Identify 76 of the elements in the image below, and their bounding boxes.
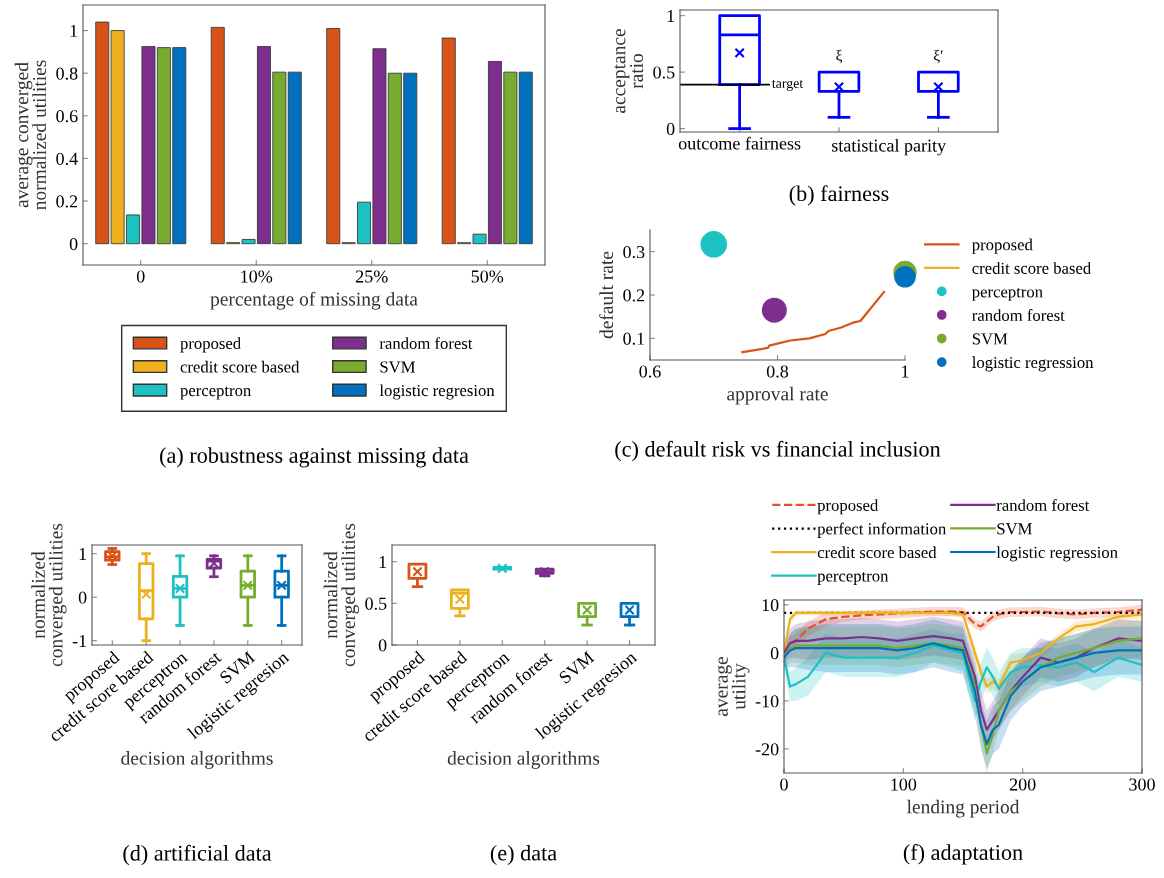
x-tick-label: 100 [891, 778, 917, 791]
x-axis-title: decision algorithms [447, 751, 600, 769]
x-tick-label: 25% [356, 270, 388, 283]
y-tick-label: 0.2 [623, 289, 645, 302]
x-axis-title: decision algorithms [121, 751, 273, 769]
line-series [784, 634, 1142, 731]
legend-label: logistic regresion [379, 384, 495, 400]
y-tick-label: 0.6 [56, 110, 78, 123]
legend-label: random forest [972, 309, 1065, 321]
legend-label: logistic regression [972, 356, 1094, 372]
y-axis-title: average utility [717, 656, 750, 717]
x-tick-label: 0 [136, 270, 145, 283]
legend-label: proposed [180, 337, 241, 353]
legend-label: proposed [972, 238, 1033, 254]
y-tick-label: 0.1 [623, 332, 645, 345]
x-axis-title: percentage of missing data [210, 291, 418, 310]
y-tick-label: 1 [70, 24, 78, 37]
legend-label: credit score based [972, 262, 1091, 274]
legend-label: perfect information [817, 522, 947, 538]
x-tick-label: 200 [1009, 778, 1036, 791]
point [700, 230, 728, 258]
y-axis-title: normalized converged utilities [323, 523, 360, 667]
y-tick-label: -20 [755, 743, 779, 756]
legend-label: random forest [996, 499, 1090, 511]
y-tick-label: 0 [69, 237, 78, 251]
x-tick-label: 1 [902, 365, 909, 378]
legend-label: perceptron [972, 287, 1043, 301]
y-tick-label: 1 [667, 9, 675, 22]
y-tick-label: -10 [755, 695, 779, 708]
x-tick-label: 10% [241, 270, 273, 283]
y-tick-label: 0 [78, 591, 87, 604]
text: (c) default risk vs financial inclusion [615, 440, 941, 462]
y-tick-label: 0 [378, 639, 387, 652]
x-tick-label: 0 [780, 778, 788, 791]
text: (f) adaptation [903, 844, 1023, 865]
legend-label: perceptron [180, 386, 252, 400]
line-series [741, 290, 886, 354]
x-axis-title: lending period [906, 799, 1020, 818]
line-series [784, 644, 1142, 703]
x-tick-label: 50% [471, 270, 504, 283]
legend-label: logistic regression [996, 546, 1118, 562]
y-tick-label: 10 [762, 599, 779, 612]
y-tick-label: 1 [79, 548, 87, 560]
y-tick-label: 0.4 [56, 152, 78, 165]
y-tick-label: 0.5 [365, 597, 387, 610]
annotation: ξ [836, 49, 843, 64]
y-axis-title: average converged normalized utilities [14, 60, 47, 210]
text: (d) artificial data [123, 844, 272, 866]
y-tick-label: 0 [666, 122, 675, 136]
point [894, 266, 916, 288]
text: (b) fairness [789, 185, 889, 206]
y-axis-title: default rate [599, 251, 614, 339]
y-axis-title: normalized converged utilities [31, 523, 67, 667]
text: (a) robustness against missing data [160, 447, 469, 468]
annotation: ξ′ [933, 49, 943, 64]
y-tick-label: 0.3 [623, 245, 645, 259]
legend-label: perceptron [817, 572, 889, 585]
x-axis-title: approval rate [727, 386, 828, 405]
x-tick-label: 300 [1129, 778, 1155, 791]
y-axis-title: acceptance ratio [614, 29, 644, 113]
text: (e) data [490, 844, 557, 866]
legend-label: SVM [972, 333, 1008, 345]
point [761, 297, 787, 323]
y-tick-label: 0.5 [653, 66, 675, 79]
legend-label: random forest [379, 337, 473, 350]
text: statistical parity [832, 138, 947, 156]
legend-label: credit score based [817, 546, 937, 559]
y-tick-label: 0.8 [56, 67, 78, 80]
x-tick-label: outcome fairness [678, 136, 801, 150]
legend-label: SVM [997, 523, 1032, 535]
y-tick-label: 0.2 [56, 195, 78, 208]
x-tick-label: 0.6 [639, 365, 661, 378]
y-tick-label: -1 [72, 635, 87, 647]
y-tick-label: 1 [379, 556, 387, 568]
ref-line-label: target [771, 80, 804, 91]
legend-label: proposed [817, 499, 879, 515]
